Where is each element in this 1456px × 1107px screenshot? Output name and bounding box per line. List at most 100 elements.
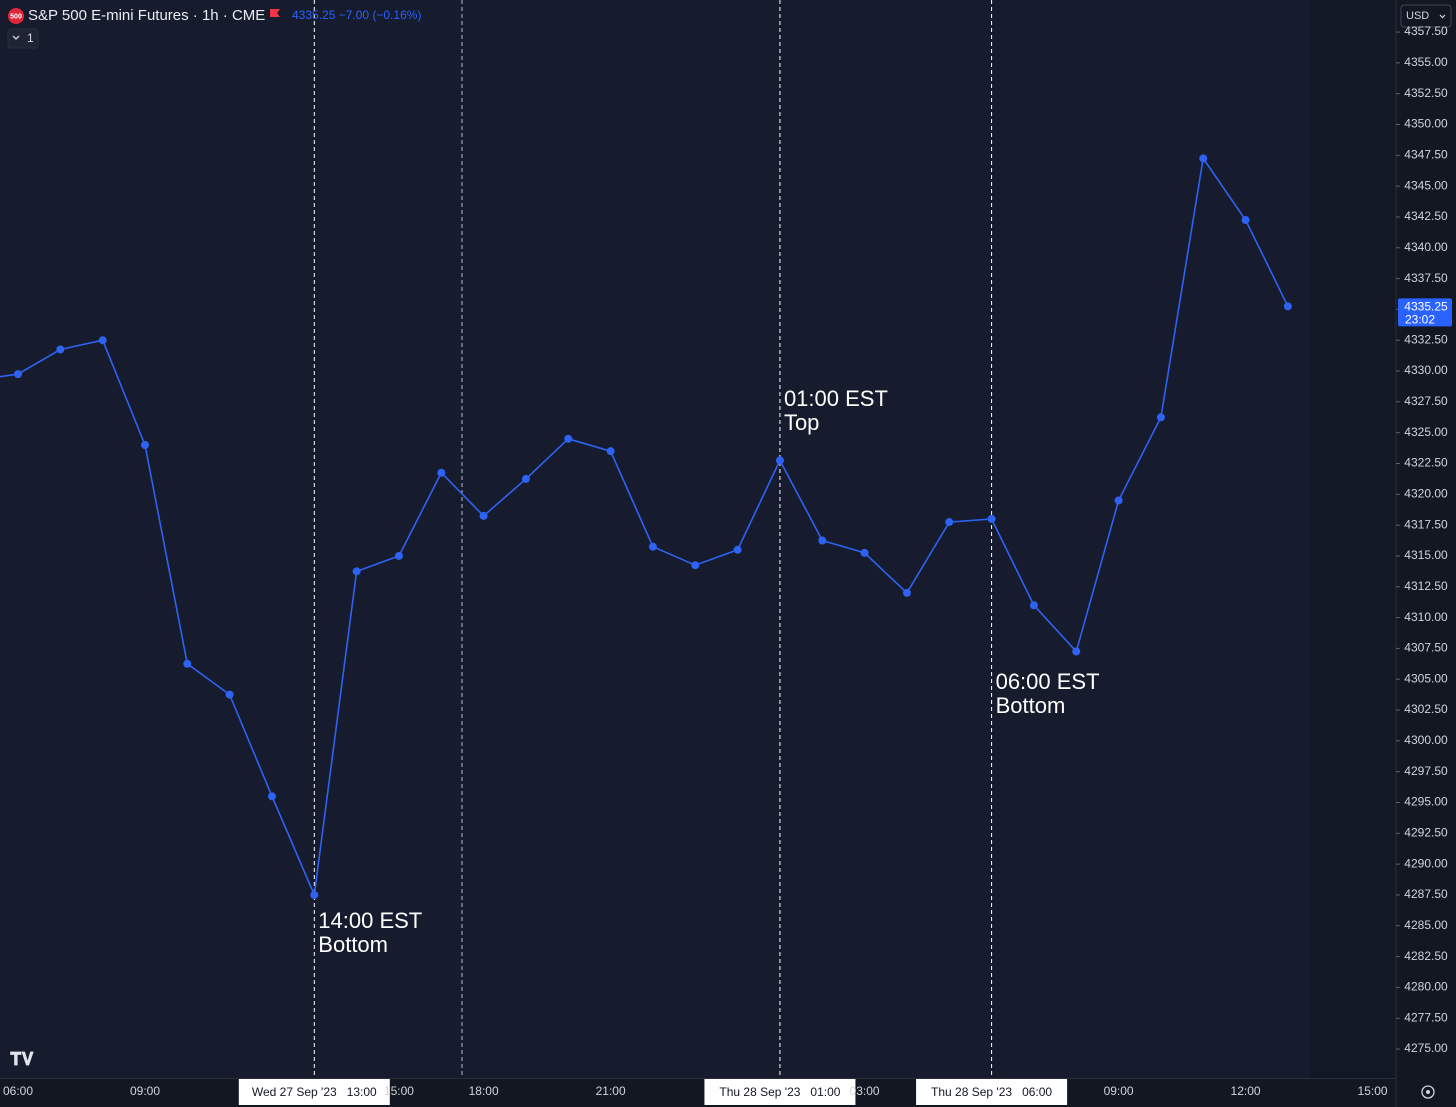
data-point	[310, 890, 319, 899]
x-tick-highlight	[916, 1079, 1068, 1105]
data-point	[479, 511, 488, 520]
x-tick-label: 09:00	[130, 1084, 160, 1098]
y-tick-label: 4307.50	[1404, 641, 1448, 655]
x-tick-label: 03:00	[850, 1084, 880, 1098]
annotation: 14:00 EST	[318, 908, 422, 933]
annotation: Top	[784, 410, 819, 435]
y-tick-label: 4330.00	[1404, 363, 1448, 377]
data-point	[267, 792, 276, 801]
data-point	[394, 551, 403, 560]
data-point	[521, 474, 530, 483]
settings-icon[interactable]	[1421, 1085, 1435, 1099]
y-tick-label: 4327.50	[1404, 394, 1448, 408]
y-tick-label: 4297.50	[1404, 764, 1448, 778]
y-tick-label: 4352.50	[1404, 86, 1448, 100]
y-tick-label: 4310.00	[1404, 610, 1448, 624]
y-tick-label: 4305.00	[1404, 671, 1448, 685]
header-title: S&P 500 E-mini Futures · 1h · CME	[28, 7, 265, 24]
chevron-icon	[12, 35, 20, 40]
header-quote: 4335.25 −7.00 (−0.16%)	[292, 8, 421, 22]
data-point	[691, 561, 700, 570]
y-tick-label: 4317.50	[1404, 517, 1448, 531]
y-tick-label: 4312.50	[1404, 579, 1448, 593]
data-point	[98, 336, 107, 345]
y-tick-label: 4337.50	[1404, 271, 1448, 285]
data-point	[648, 542, 657, 551]
symbol-icon-text: 500	[10, 13, 22, 20]
y-tick-label: 4282.50	[1404, 949, 1448, 963]
future-area	[1310, 0, 1396, 1078]
x-tick-label: Thu 28 Sep '23 01:00	[719, 1085, 840, 1099]
annotation: Bottom	[318, 932, 388, 957]
y-tick-label: 4325.00	[1404, 425, 1448, 439]
data-point	[733, 545, 742, 554]
y-tick-label: 4300.00	[1404, 733, 1448, 747]
data-point	[860, 548, 869, 557]
y-tick-label: 4295.00	[1404, 795, 1448, 809]
y-tick-label: 4277.50	[1404, 1010, 1448, 1024]
data-point	[1156, 413, 1165, 422]
data-point	[987, 514, 996, 523]
x-tick-label: Wed 27 Sep '23 13:00	[252, 1085, 377, 1099]
y-tick-label: 4285.00	[1404, 918, 1448, 932]
data-point	[945, 518, 954, 527]
countdown: 23:02	[1405, 312, 1435, 326]
data-point	[183, 659, 192, 668]
data-point	[775, 456, 784, 465]
interval-badge[interactable]	[7, 28, 39, 49]
data-point	[1199, 154, 1208, 163]
y-tick-label: 4290.00	[1404, 856, 1448, 870]
y-tick-label: 4342.50	[1404, 209, 1448, 223]
data-point	[1029, 601, 1038, 610]
y-tick-label: 4345.00	[1404, 178, 1448, 192]
price-line	[0, 156, 1289, 898]
x-tick-label: 15:00	[1358, 1084, 1388, 1098]
symbol-icon	[8, 8, 24, 24]
y-tick-label: 4320.00	[1404, 486, 1448, 500]
x-tick-label: 06:00	[3, 1084, 33, 1098]
annotation: 01:00 EST	[784, 386, 888, 411]
price-axis	[1396, 0, 1456, 1107]
chevron-icon	[1439, 14, 1446, 19]
annotation: 06:00 EST	[996, 669, 1100, 694]
data-point	[14, 370, 22, 379]
currency-text: USD	[1406, 10, 1429, 22]
x-tick-label: 21:00	[596, 1084, 626, 1098]
x-tick-highlight	[238, 1079, 390, 1105]
y-tick-label: 4350.00	[1404, 117, 1448, 131]
annotation: Bottom	[996, 693, 1066, 718]
x-tick-highlight	[704, 1079, 856, 1105]
data-point	[564, 434, 573, 443]
y-tick-label: 4292.50	[1404, 825, 1448, 839]
y-tick-label: 4357.50	[1404, 24, 1448, 38]
last-price-label: 4335.25	[1404, 299, 1448, 313]
flag-icon	[270, 9, 280, 17]
data-point	[437, 468, 446, 477]
last-price-box	[1398, 298, 1452, 327]
data-point	[56, 345, 65, 354]
x-tick-label: 18:00	[469, 1084, 499, 1098]
x-tick-label: 12:00	[1231, 1084, 1261, 1098]
data-point	[225, 690, 234, 699]
data-point	[140, 441, 149, 450]
y-tick-label: 4275.00	[1404, 1041, 1448, 1055]
y-tick-label: 4315.00	[1404, 548, 1448, 562]
y-tick-label: 4322.50	[1404, 456, 1448, 470]
y-tick-label: 4332.50	[1404, 332, 1448, 346]
currency-button[interactable]	[1400, 4, 1452, 28]
data-point	[606, 447, 615, 456]
x-tick-label: 09:00	[1104, 1084, 1134, 1098]
y-tick-label: 4347.50	[1404, 147, 1448, 161]
y-tick-label: 4302.50	[1404, 702, 1448, 716]
y-tick-label: 4287.50	[1404, 887, 1448, 901]
y-tick-label: 4340.00	[1404, 240, 1448, 254]
data-point	[1283, 302, 1292, 311]
settings-icon	[1426, 1090, 1430, 1094]
logo: 𝐓𝐕	[10, 1049, 35, 1069]
data-point	[1241, 216, 1250, 225]
plot	[0, 0, 1292, 1078]
data-point	[1114, 496, 1123, 505]
x-tick-label: Thu 28 Sep '23 06:00	[931, 1085, 1052, 1099]
data-point	[902, 588, 911, 597]
